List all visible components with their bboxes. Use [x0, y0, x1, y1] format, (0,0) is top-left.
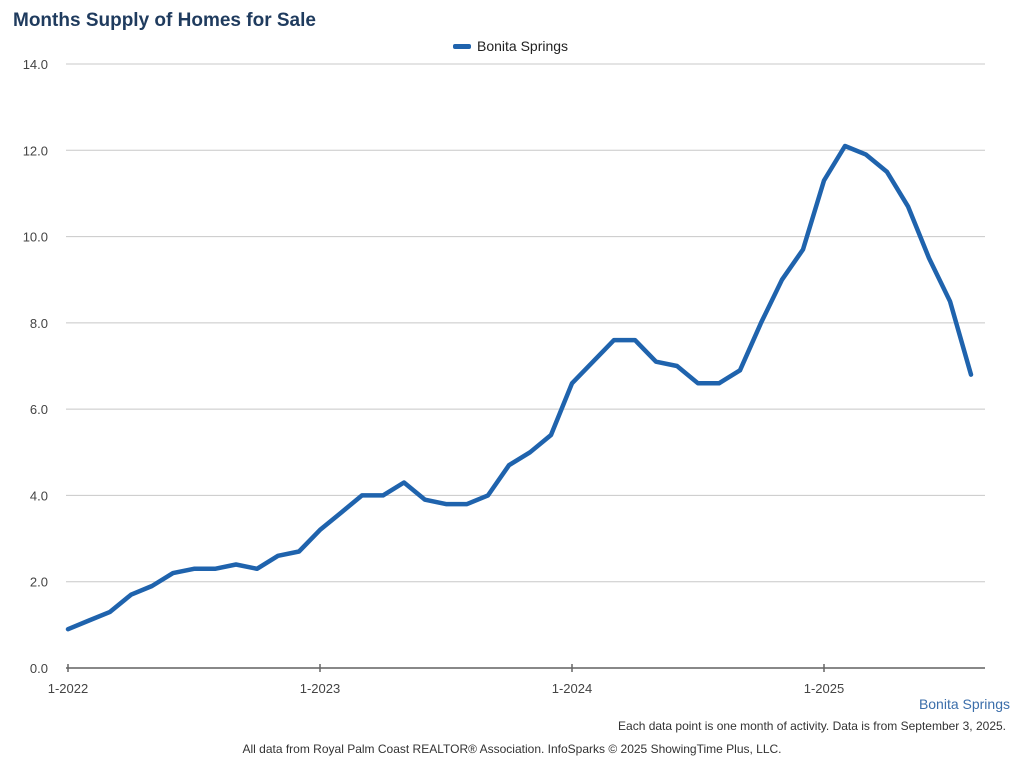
- y-axis-labels: 0.0 2.0 4.0 6.0 8.0 10.0 12.0 14.0: [23, 57, 48, 676]
- x-axis-ticks: 1-2022 1-2023 1-2024 1-2025: [48, 664, 844, 696]
- y-tick-label: 10.0: [23, 230, 48, 245]
- y-tick-label: 8.0: [30, 316, 48, 331]
- y-tick-label: 14.0: [23, 57, 48, 72]
- chart-title: Months Supply of Homes for Sale: [13, 10, 316, 31]
- y-tick-label: 6.0: [30, 402, 48, 417]
- legend-swatch: [453, 43, 471, 49]
- x-tick-label: 1-2025: [804, 681, 844, 696]
- data-note: Each data point is one month of activity…: [618, 719, 1006, 733]
- y-tick-label: 0.0: [30, 661, 48, 676]
- legend: Bonita Springs: [453, 38, 568, 54]
- source-note: All data from Royal Palm Coast REALTOR® …: [242, 742, 782, 756]
- series-line-bonita-springs: [65, 143, 974, 632]
- x-tick-label: 1-2024: [552, 681, 592, 696]
- series-end-label: Bonita Springs: [918, 696, 1010, 712]
- y-tick-label: 4.0: [30, 488, 48, 503]
- x-tick-label: 1-2022: [48, 681, 88, 696]
- y-tick-label: 12.0: [23, 143, 48, 158]
- x-tick-label: 1-2023: [300, 681, 340, 696]
- legend-label: Bonita Springs: [477, 38, 569, 54]
- grid-lines: [66, 63, 985, 583]
- y-tick-label: 2.0: [30, 575, 48, 590]
